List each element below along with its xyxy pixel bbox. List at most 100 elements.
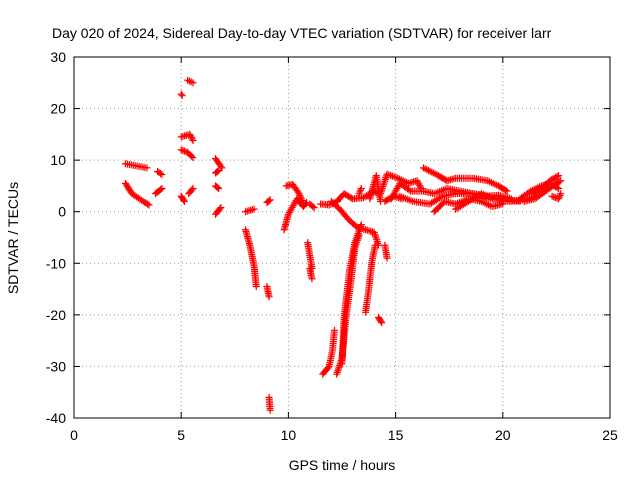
data-track — [520, 177, 565, 205]
y-tick-label: -10 — [46, 255, 66, 271]
data-track — [177, 146, 197, 162]
data-point — [423, 166, 431, 174]
data-point — [433, 171, 441, 179]
data-point — [357, 185, 365, 193]
data-point — [189, 154, 197, 162]
data-track — [280, 195, 311, 234]
data-track — [338, 221, 365, 368]
data-track — [184, 76, 197, 87]
data-track — [548, 190, 565, 203]
data-point — [214, 167, 222, 175]
data-point — [265, 197, 273, 205]
data-point — [503, 187, 511, 195]
x-tick-label: 25 — [602, 427, 618, 443]
data-point — [413, 177, 421, 185]
data-point — [325, 201, 333, 209]
data-points — [121, 76, 565, 414]
data-point — [556, 191, 564, 199]
x-tick-label: 20 — [495, 427, 511, 443]
y-tick-label: 30 — [50, 49, 66, 65]
x-tick-label: 10 — [281, 427, 297, 443]
data-track — [306, 200, 318, 212]
y-axis-label: SDTVAR / TECUs — [5, 182, 21, 294]
data-point — [378, 319, 386, 327]
data-track — [121, 179, 153, 209]
data-point — [416, 183, 424, 191]
data-point — [424, 166, 432, 174]
data-point — [405, 186, 413, 194]
data-track — [381, 241, 391, 262]
data-point — [370, 228, 378, 236]
data-point — [548, 192, 556, 200]
data-track — [177, 192, 188, 205]
x-tick-label: 15 — [388, 427, 404, 443]
plot-frame — [73, 56, 611, 419]
data-point — [266, 406, 274, 414]
y-tick-label: -20 — [46, 307, 66, 323]
x-tick-label: 0 — [70, 427, 78, 443]
data-point — [143, 164, 151, 172]
data-point — [308, 275, 316, 283]
data-point — [156, 170, 164, 178]
data-track — [265, 393, 274, 414]
data-point — [421, 165, 429, 173]
data-point — [215, 166, 223, 174]
data-track — [419, 164, 511, 195]
data-point — [186, 130, 194, 138]
data-point — [499, 200, 507, 208]
x-axis-label: GPS time / hours — [289, 457, 396, 473]
data-track — [177, 130, 197, 145]
data-point — [215, 185, 223, 193]
data-point — [265, 293, 273, 301]
data-track — [151, 185, 166, 198]
data-point — [216, 205, 224, 213]
data-point — [419, 164, 427, 172]
data-point — [377, 317, 385, 325]
data-point — [188, 152, 196, 160]
data-track — [319, 326, 338, 378]
data-point — [372, 234, 380, 242]
data-point — [555, 185, 563, 193]
data-track — [154, 167, 166, 179]
data-point — [266, 196, 274, 204]
data-point — [187, 132, 195, 140]
data-track — [242, 226, 260, 290]
data-point — [356, 188, 364, 196]
data-point — [431, 170, 439, 178]
data-point — [415, 180, 423, 188]
data-point — [296, 191, 304, 199]
data-point — [189, 185, 197, 193]
data-track — [263, 282, 273, 301]
data-point — [214, 184, 222, 192]
data-point — [145, 201, 153, 209]
y-tick-label: 10 — [50, 152, 66, 168]
data-point — [383, 254, 391, 262]
data-point — [187, 78, 195, 86]
data-point — [357, 186, 365, 194]
data-point — [295, 190, 303, 198]
data-point — [179, 146, 187, 154]
data-point — [297, 193, 305, 201]
data-track — [212, 166, 223, 177]
data-track — [242, 205, 258, 216]
y-tick-label: 20 — [50, 101, 66, 117]
data-track — [212, 204, 225, 218]
chart-title: Day 020 of 2024, Sidereal Day-to-day VTE… — [52, 25, 552, 41]
data-point — [178, 92, 186, 100]
data-track — [212, 155, 226, 172]
y-tick-label: -30 — [46, 358, 66, 374]
data-point — [553, 172, 561, 180]
data-point — [502, 186, 510, 194]
data-point — [437, 193, 445, 201]
data-point — [429, 169, 437, 177]
data-point — [252, 282, 260, 290]
data-track — [430, 195, 507, 216]
data-point — [188, 135, 196, 143]
data-point — [555, 178, 563, 186]
x-tick-label: 5 — [177, 427, 185, 443]
data-point — [158, 185, 166, 193]
data-point — [555, 172, 563, 180]
data-point — [371, 241, 379, 249]
data-point — [557, 177, 565, 185]
